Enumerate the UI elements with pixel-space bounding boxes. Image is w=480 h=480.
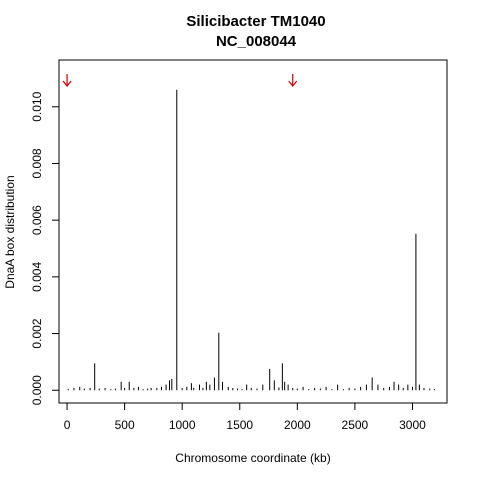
x-tick-label: 1000 [169, 418, 196, 432]
x-tick-label: 3000 [399, 418, 426, 432]
plot-frame [58, 59, 448, 404]
y-tick-label: 0.008 [30, 148, 44, 178]
x-tick-label: 1500 [226, 418, 253, 432]
x-tick-label: 2500 [342, 418, 369, 432]
y-tick-label: 0.010 [30, 91, 44, 121]
y-tick-label: 0.000 [30, 375, 44, 405]
y-tick-label: 0.002 [30, 318, 44, 348]
arrows-group [62, 74, 298, 87]
bars-group [67, 89, 435, 391]
x-tick-label: 2000 [284, 418, 311, 432]
y-axis: 0.000 0.002 0.004 0.006 0.008 0.010 [30, 91, 60, 405]
x-axis: 0 500 1000 1500 2000 2500 3000 [64, 402, 426, 432]
arrow-down-icon [288, 74, 298, 87]
chart-title: Silicibacter TM1040 [186, 13, 325, 30]
x-tick-label: 500 [115, 418, 135, 432]
y-axis-label: DnaA box distribution [3, 175, 17, 288]
chart-subtitle: NC_008044 [216, 33, 297, 50]
y-tick-label: 0.004 [30, 262, 44, 292]
arrow-down-icon [62, 74, 72, 87]
y-tick-label: 0.006 [30, 205, 44, 235]
x-tick-label: 0 [64, 418, 71, 432]
x-axis-label: Chromosome coordinate (kb) [175, 451, 330, 465]
